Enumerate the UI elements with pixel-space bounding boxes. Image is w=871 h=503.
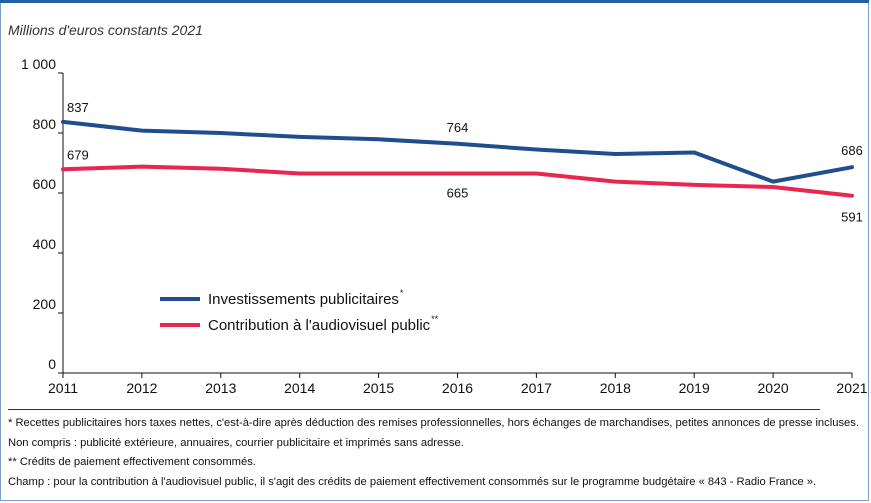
legend-label: Contribution à l'audiovisuel public <box>208 317 431 334</box>
notes-separator <box>8 409 820 410</box>
series-lines <box>61 119 854 198</box>
data-label: 764 <box>447 120 469 135</box>
x-tick-label: 2021 <box>836 380 867 396</box>
x-axis: 2011 2012 2013 2014 2015 2016 2017 2018 2019 2020… <box>48 372 868 396</box>
y-tick-label: 0 <box>48 356 56 372</box>
footnotes: * Recettes publicitaires hors taxes nett… <box>8 414 866 492</box>
legend-marker: * <box>400 288 404 298</box>
x-tick-label: 2019 <box>679 380 710 396</box>
footnote-1: * Recettes publicitaires hors taxes nett… <box>8 417 859 429</box>
x-tick-label: 2020 <box>758 380 789 396</box>
x-tick-label: 2018 <box>600 380 631 396</box>
data-label: 837 <box>67 100 89 115</box>
footnote-4: Champ : pour la contribution à l'audiovi… <box>8 475 817 488</box>
data-label: 679 <box>67 147 89 162</box>
x-tick-label: 2013 <box>205 380 236 396</box>
data-label: 686 <box>841 143 863 158</box>
legend: Investissements publicitaires * Contributi… <box>160 288 439 334</box>
legend-marker: ** <box>431 314 439 324</box>
y-tick-label: 600 <box>33 176 57 192</box>
data-labels: 837 764 686 679 665 591 <box>67 100 863 225</box>
footnote-2: Non compris : publicité extérieure, annu… <box>8 436 464 449</box>
y-axis: 0 200 400 600 800 1 000 <box>21 56 64 374</box>
x-tick-label: 2011 <box>48 380 78 396</box>
legend-label: Investissements publicitaires <box>208 291 399 308</box>
series-line-contribution <box>61 164 854 198</box>
y-tick-label: 200 <box>33 296 57 312</box>
unit-label: Millions d'euros constants 2021 <box>8 22 203 38</box>
y-tick-label: 1 000 <box>21 56 56 72</box>
x-tick-label: 2014 <box>284 380 315 396</box>
series-line-investissements <box>61 119 854 184</box>
x-tick-label: 2016 <box>442 380 473 396</box>
x-tick-label: 2017 <box>521 380 552 396</box>
data-label: 591 <box>841 210 863 225</box>
x-tick-label: 2012 <box>126 380 157 396</box>
footnote-3: ** Crédits de paiement effectivement con… <box>8 456 256 468</box>
data-label: 665 <box>447 186 469 201</box>
y-tick-label: 400 <box>33 236 57 252</box>
x-tick-label: 2015 <box>363 380 394 396</box>
y-tick-label: 800 <box>33 116 57 132</box>
